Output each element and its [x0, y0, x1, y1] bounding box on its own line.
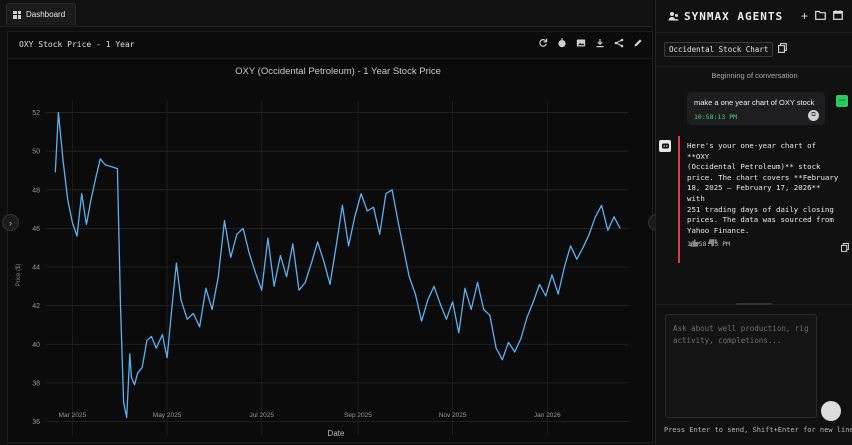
agents-people-icon [668, 12, 679, 21]
download-icon[interactable] [594, 37, 606, 49]
folder-icon[interactable] [815, 9, 826, 23]
copy-icon[interactable] [841, 243, 849, 254]
x-tick-label: Nov 2025 [439, 412, 467, 419]
x-axis-ticks: Mar 2025 May 2025 Jul 2025 Sep 2025 Nov 2025… [59, 412, 561, 419]
input-hint: Press Enter to send, Shift+Enter for new… [664, 426, 852, 434]
y-axis-ticks: 36 38 40 42 44 46 48 50 52 [32, 110, 40, 426]
chart-grid [46, 101, 628, 435]
y-tick-label: 38 [32, 380, 40, 387]
copy-icon[interactable]: ⧉ [811, 112, 816, 118]
chart-title: OXY (Occidental Petroleum) - 1 Year Stoc… [235, 66, 441, 77]
thumbs-up-icon[interactable] [690, 239, 699, 249]
agent-message-time: 10:58:13 PM [687, 240, 731, 249]
image-icon[interactable] [575, 37, 587, 49]
y-tick-label: 42 [32, 303, 40, 310]
y-tick-label: 40 [32, 342, 40, 349]
x-tick-label: Mar 2025 [59, 412, 87, 419]
timer-icon[interactable] [556, 37, 568, 49]
x-tick-label: May 2025 [153, 412, 182, 419]
chat-input[interactable]: Ask about well production, rig activity,… [665, 314, 817, 418]
y-tick-label: 50 [32, 149, 40, 156]
y-axis-label: Price ($) [16, 264, 22, 287]
conversation-row: Occidental Stock Chart [664, 40, 788, 58]
chart-card: OXY Stock Price - 1 Year OXY (Occidental [7, 31, 653, 443]
chevron-right-icon: › [9, 217, 12, 228]
y-tick-label: 48 [32, 187, 40, 194]
stock-price-chart[interactable]: OXY (Occidental Petroleum) - 1 Year Stoc… [8, 59, 652, 442]
agent-panel-title: SYNMAX AGENTS [684, 9, 784, 23]
agent-bot-icon [659, 140, 671, 152]
x-axis-label: Date [328, 429, 345, 438]
x-tick-label: Jan 2026 [534, 412, 561, 419]
calendar-icon[interactable] [833, 9, 843, 23]
new-chat-icon[interactable]: + [800, 9, 808, 23]
user-badge-icon [836, 95, 848, 107]
user-message: make a one year chart of OXY stock 10:58… [687, 92, 825, 125]
conversation-name[interactable]: Occidental Stock Chart [664, 41, 774, 57]
left-collapse-arrow[interactable]: › [2, 214, 19, 231]
chart-card-title: OXY Stock Price - 1 Year [19, 40, 135, 49]
y-tick-label: 44 [32, 265, 40, 272]
edit-icon[interactable] [632, 37, 644, 49]
tab-dashboard[interactable]: Dashboard [6, 3, 77, 25]
user-avatar: ⧉ [808, 110, 819, 121]
chart-card-header: OXY Stock Price - 1 Year [8, 32, 652, 59]
y-tick-label: 46 [32, 226, 40, 233]
agent-header: SYNMAX AGENTS + [656, 0, 852, 33]
user-message-text: make a one year chart of OXY stock [694, 98, 815, 107]
agent-message-text: Here's your one-year chart of **OXY (Occ… [687, 141, 839, 235]
dashboard-tab-bar: Dashboard [0, 0, 652, 27]
send-button[interactable] [821, 401, 841, 421]
x-tick-label: Sep 2025 [344, 412, 372, 419]
tab-dashboard-label: Dashboard [26, 10, 66, 19]
user-message-time: 10:58:13 PM [694, 113, 738, 121]
copy-icon[interactable] [778, 40, 788, 58]
resize-handle[interactable] [736, 303, 772, 305]
conversation-start-label: Beginning of conversation [656, 66, 852, 80]
thumbs-down-icon[interactable] [708, 239, 717, 249]
agent-message: Here's your one-year chart of **OXY (Occ… [678, 136, 849, 263]
message-reactions [690, 239, 717, 249]
chart-toolbar [537, 37, 644, 49]
agent-panel: SYNMAX AGENTS + Occidental Stock Chart B… [655, 0, 852, 445]
y-tick-label: 52 [32, 110, 40, 117]
refresh-icon[interactable] [537, 37, 549, 49]
dashboard-grid-icon [13, 10, 21, 19]
price-series-line [54, 111, 621, 419]
share-icon[interactable] [613, 37, 625, 49]
agent-actions: + [801, 9, 843, 23]
x-tick-label: Jul 2025 [249, 412, 274, 419]
y-tick-label: 36 [32, 419, 40, 426]
